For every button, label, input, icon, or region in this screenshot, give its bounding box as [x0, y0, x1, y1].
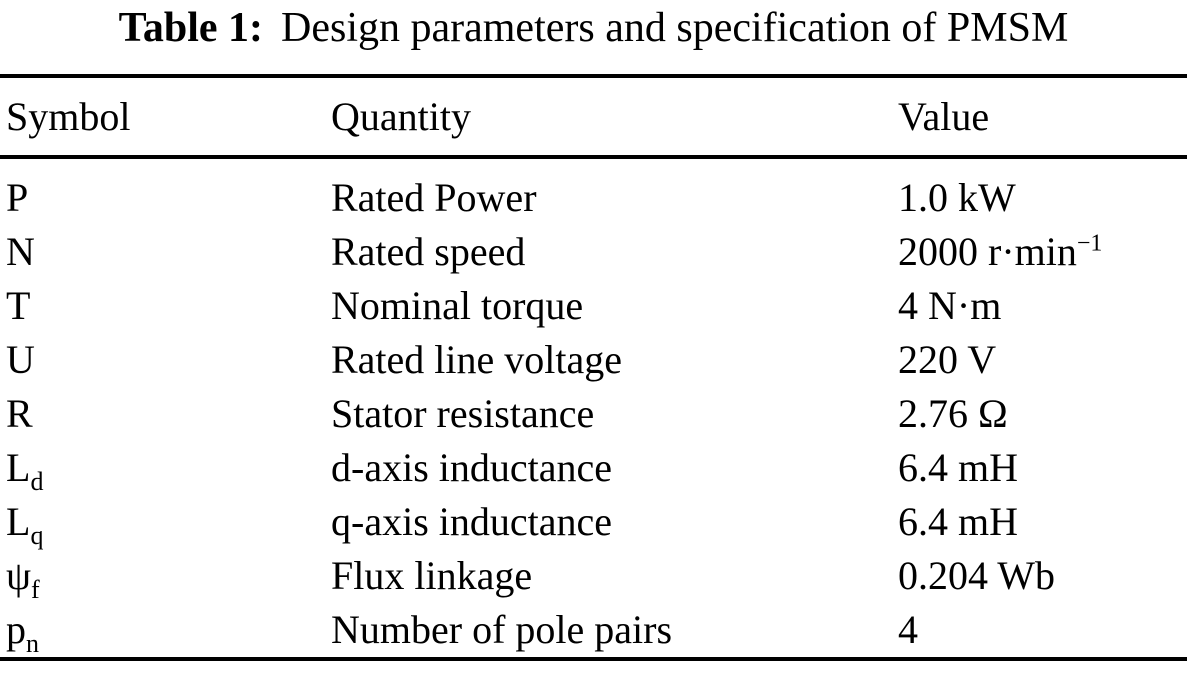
value-cell: 1.0 kW — [898, 171, 1187, 225]
table-caption-label: Table 1: — [118, 5, 263, 51]
table-header-rule — [0, 155, 1187, 159]
value-base: 0.204 Wb — [898, 553, 1056, 598]
table-body: P Rated Power 1.0 kW N Rated speed 2000 … — [0, 159, 1187, 657]
quantity-cell: Rated speed — [331, 229, 526, 274]
symbol-cell: U — [6, 333, 331, 387]
table-bottom-rule — [0, 657, 1187, 661]
symbol-base: p — [6, 607, 26, 652]
value-base: 220 V — [898, 337, 997, 382]
symbol-base: U — [6, 337, 35, 382]
header-value: Value — [898, 94, 990, 139]
symbol-base: ψ — [6, 553, 32, 598]
table-top-rule — [0, 74, 1187, 78]
quantity-cell: Number of pole pairs — [331, 607, 673, 652]
symbol-cell: ψf — [6, 549, 331, 603]
table-row: P Rated Power 1.0 kW — [0, 171, 1187, 225]
value-cell: 220 V — [898, 333, 1187, 387]
quantity-cell: d-axis inductance — [331, 445, 612, 490]
header-symbol: Symbol — [6, 94, 131, 139]
quantity-cell: Stator resistance — [331, 391, 595, 436]
quantity-cell: q-axis inductance — [331, 499, 612, 544]
table-row: U Rated line voltage 220 V — [0, 333, 1187, 387]
value-base: 6.4 mH — [898, 445, 1018, 490]
table-row: Lq q-axis inductance 6.4 mH — [0, 495, 1187, 549]
value-cell: 4 N·m — [898, 279, 1187, 333]
value-cell: 6.4 mH — [898, 495, 1187, 549]
symbol-base: P — [6, 175, 29, 220]
quantity-cell: Flux linkage — [331, 553, 533, 598]
symbol-cell: P — [6, 171, 331, 225]
symbol-cell: pn — [6, 603, 331, 657]
value-base: 6.4 mH — [898, 499, 1018, 544]
value-base: 4 — [898, 607, 918, 652]
table-row: T Nominal torque 4 N·m — [0, 279, 1187, 333]
symbol-cell: Ld — [6, 441, 331, 495]
symbol-cell: Lq — [6, 495, 331, 549]
symbol-cell: T — [6, 279, 331, 333]
quantity-cell: Rated line voltage — [331, 337, 623, 382]
value-cell: 0.204 Wb — [898, 549, 1187, 603]
symbol-subscript: n — [26, 629, 39, 658]
symbol-subscript: f — [31, 575, 40, 604]
symbol-subscript: d — [30, 467, 44, 496]
table-row: N Rated speed 2000 r·min−1 — [0, 225, 1187, 279]
value-base: 4 N·m — [898, 283, 1002, 328]
symbol-base: N — [6, 229, 35, 274]
symbol-base: R — [6, 391, 33, 436]
quantity-cell: Nominal torque — [331, 283, 584, 328]
value-superscript: −1 — [1076, 230, 1103, 257]
table-caption-text: Design parameters and specification of P… — [281, 5, 1069, 51]
value-cell: 4 — [898, 603, 1187, 657]
symbol-base: L — [6, 499, 31, 544]
symbol-cell: R — [6, 387, 331, 441]
quantity-cell: Rated Power — [331, 175, 537, 220]
value-cell: 2.76 Ω — [898, 387, 1187, 441]
value-cell: 6.4 mH — [898, 441, 1187, 495]
table-row: Ld d-axis inductance 6.4 mH — [0, 441, 1187, 495]
table-row: ψf Flux linkage 0.204 Wb — [0, 549, 1187, 603]
value-base: 2.76 Ω — [898, 391, 1008, 436]
value-base: 2000 r·min — [898, 229, 1077, 274]
header-quantity: Quantity — [331, 94, 471, 139]
table-caption: Table 1: Design parameters and specificat… — [0, 0, 1187, 74]
symbol-base: L — [6, 445, 31, 490]
symbol-subscript: q — [30, 521, 44, 550]
value-cell: 2000 r·min−1 — [898, 225, 1187, 279]
value-base: 1.0 kW — [898, 175, 1016, 220]
symbol-base: T — [6, 283, 31, 328]
symbol-cell: N — [6, 225, 331, 279]
table-row: R Stator resistance 2.76 Ω — [0, 387, 1187, 441]
table-row: pn Number of pole pairs 4 — [0, 603, 1187, 657]
table-header-row: Symbol Quantity Value — [0, 78, 1187, 155]
